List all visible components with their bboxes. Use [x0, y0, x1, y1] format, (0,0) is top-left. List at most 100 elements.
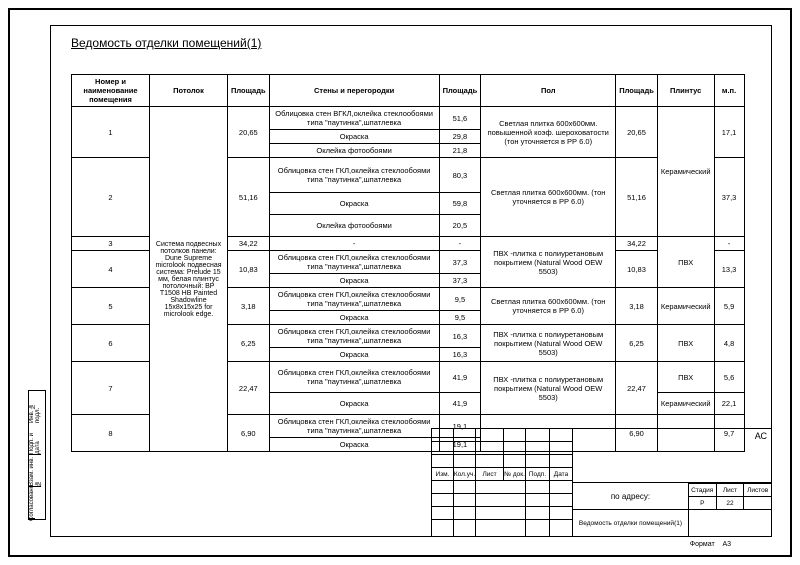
- stage-h: Стадия: [689, 484, 717, 496]
- mp: 22,1: [714, 393, 744, 415]
- mp: 37,3: [714, 158, 744, 237]
- th-area2: Площадь: [439, 75, 481, 107]
- mp: 17,1: [714, 107, 744, 158]
- wall-area: 29,8: [439, 130, 481, 144]
- wall-desc: Окраска: [269, 393, 439, 415]
- th-area3: Площадь: [616, 75, 658, 107]
- mp: 4,8: [714, 325, 744, 362]
- stamp-h: Изм.: [432, 468, 454, 480]
- area: 10,83: [228, 251, 270, 288]
- mp: 5,9: [714, 288, 744, 325]
- stamp-grid-h: Стадия Лист Листов: [689, 483, 771, 496]
- wall-desc: Облицовка стен ВГКЛ,оклейка стеклообоями…: [269, 107, 439, 130]
- room-num: 6: [72, 325, 150, 362]
- stamp-header-row: Изм. Кол.уч. Лист № док. Подп. Дата: [432, 468, 572, 481]
- mp: 13,3: [714, 251, 744, 288]
- room-num: 8: [72, 415, 150, 452]
- table-row: 1 Система подвесных потолков панели: Dun…: [72, 107, 745, 130]
- stamp-right: АС по адресу: Ведомость отделки помещени…: [572, 429, 771, 536]
- finishing-table: Номер и наименование помещения Потолок П…: [71, 74, 745, 452]
- format-label: Формат А3: [690, 541, 731, 548]
- stamp-ac: АС: [755, 431, 767, 441]
- floor-area: 22,47: [616, 362, 658, 415]
- ceiling-desc: Система подвесных потолков панели: Dune …: [150, 107, 228, 452]
- side-label: Инв. № подл.: [29, 391, 41, 423]
- room-num: 5: [72, 288, 150, 325]
- wall-desc: Облицовка стен ГКЛ,оклейка стеклообоями …: [269, 251, 439, 274]
- side-strip: Инв. № подл. Подп. и дата Взам. инв. № С…: [28, 390, 46, 520]
- area: 22,47: [228, 362, 270, 415]
- floor-area: 6,25: [616, 325, 658, 362]
- area: 6,25: [228, 325, 270, 362]
- wall-desc: Облицовка стен ГКЛ,оклейка стеклообоями …: [269, 362, 439, 393]
- header-row: Номер и наименование помещения Потолок П…: [72, 75, 745, 107]
- floor-area: 34,22: [616, 237, 658, 251]
- stamp-h: Лист: [476, 468, 504, 480]
- room-num: 3: [72, 237, 150, 251]
- area: 34,22: [228, 237, 270, 251]
- wall-desc: Оклейка фотообоями: [269, 144, 439, 158]
- th-ceiling: Потолок: [150, 75, 228, 107]
- wall-area: -: [439, 237, 481, 251]
- wall-area: 51,6: [439, 107, 481, 130]
- sheet-h: Лист: [717, 484, 745, 496]
- side-label: Согласовано: [29, 487, 35, 519]
- area: 51,16: [228, 158, 270, 237]
- stamp-h: № док.: [504, 468, 526, 480]
- stamp-project: АС: [573, 429, 771, 483]
- floor-desc: ПВХ -плитка с полиуретановым покрытием (…: [481, 362, 616, 415]
- wall-desc: Окраска: [269, 130, 439, 144]
- stamp-h: Кол.уч.: [454, 468, 476, 480]
- stamp-row: [432, 442, 572, 455]
- document-title: Ведомость отделки помещений(1): [71, 36, 261, 50]
- th-room: Номер и наименование помещения: [72, 75, 150, 107]
- stamp-h: Подп.: [526, 468, 550, 480]
- wall-area: 37,3: [439, 251, 481, 274]
- floor-area: 51,16: [616, 158, 658, 237]
- wall-desc: Окраска: [269, 274, 439, 288]
- plinth: Керамический: [657, 107, 714, 237]
- stamp-row: [432, 481, 572, 494]
- plinth: Керамический: [657, 393, 714, 415]
- floor-desc: Светлая плитка 600x600мм. (тон уточняетс…: [481, 158, 616, 237]
- floor-desc: Светлая плитка 600x600мм. повышенной коэ…: [481, 107, 616, 158]
- outer-frame: Ведомость отделки помещений(1) Номер и н…: [8, 8, 792, 557]
- stamp-docname: Ведомость отделки помещений(1): [573, 510, 688, 536]
- wall-desc: Окраска: [269, 311, 439, 325]
- stage-v: Р: [689, 497, 717, 509]
- th-walls: Стены и перегородки: [269, 75, 439, 107]
- floor-desc: Светлая плитка 600x600мм. (тон уточняетс…: [481, 288, 616, 325]
- sheet-v: 22: [717, 497, 745, 509]
- wall-area: 59,8: [439, 193, 481, 215]
- th-mp: м.п.: [714, 75, 744, 107]
- stamp-row: [432, 507, 572, 520]
- wall-area: 80,3: [439, 158, 481, 193]
- th-plinth: Плинтус: [657, 75, 714, 107]
- area: 3,18: [228, 288, 270, 325]
- room-num: 2: [72, 158, 150, 237]
- stamp-grid-v: Р 22: [689, 496, 771, 509]
- th-floor: Пол: [481, 75, 616, 107]
- stamp-address: по адресу:: [573, 483, 688, 510]
- wall-desc: Облицовка стен ГКЛ,оклейка стеклообоями …: [269, 288, 439, 311]
- floor-desc: ПВХ -плитка с полиуретановым покрытием (…: [481, 237, 616, 288]
- wall-area: 21,8: [439, 144, 481, 158]
- area: 6,90: [228, 415, 270, 452]
- stamp-mid: по адресу: Ведомость отделки помещений(1…: [573, 483, 771, 536]
- mp: -: [714, 237, 744, 251]
- stamp-h: Дата: [550, 468, 572, 480]
- floor-area: 20,65: [616, 107, 658, 158]
- wall-area: 37,3: [439, 274, 481, 288]
- wall-area: 9,5: [439, 288, 481, 311]
- plinth: ПВХ: [657, 325, 714, 362]
- wall-desc: -: [269, 237, 439, 251]
- plinth: ПВХ: [657, 237, 714, 288]
- mp: 5,6: [714, 362, 744, 393]
- side-label: Подп. и дата: [29, 423, 41, 455]
- title-block: Изм. Кол.уч. Лист № док. Подп. Дата: [431, 428, 771, 536]
- wall-desc: Окраска: [269, 438, 439, 452]
- stamp-row: [432, 494, 572, 507]
- room-num: 7: [72, 362, 150, 415]
- sheets-v: [744, 497, 771, 509]
- wall-desc: Оклейка фотообоями: [269, 215, 439, 237]
